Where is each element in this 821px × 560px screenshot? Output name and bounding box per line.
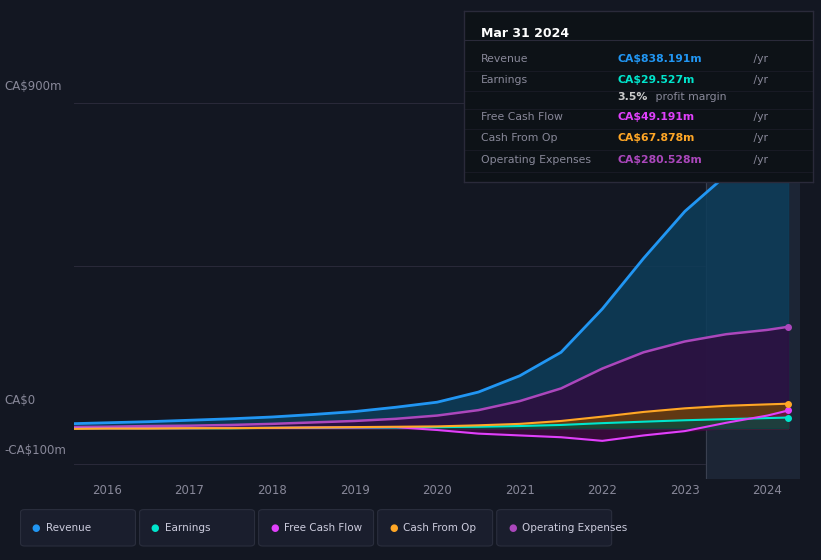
Text: CA$49.191m: CA$49.191m <box>617 112 695 122</box>
Text: CA$280.528m: CA$280.528m <box>617 155 702 165</box>
Text: Earnings: Earnings <box>165 523 210 533</box>
Text: Free Cash Flow: Free Cash Flow <box>284 523 362 533</box>
Text: Earnings: Earnings <box>481 74 529 85</box>
Text: /yr: /yr <box>750 74 768 85</box>
Text: Operating Expenses: Operating Expenses <box>481 155 591 165</box>
Text: Mar 31 2024: Mar 31 2024 <box>481 26 570 40</box>
Text: /yr: /yr <box>750 54 768 64</box>
Text: Operating Expenses: Operating Expenses <box>522 523 627 533</box>
Text: CA$838.191m: CA$838.191m <box>617 54 702 64</box>
Text: ●: ● <box>389 523 397 533</box>
Text: CA$29.527m: CA$29.527m <box>617 74 695 85</box>
Text: 3.5%: 3.5% <box>617 92 648 101</box>
Text: profit margin: profit margin <box>653 92 727 101</box>
Text: CA$0: CA$0 <box>4 394 35 407</box>
Text: ●: ● <box>32 523 40 533</box>
Text: -CA$100m: -CA$100m <box>4 444 66 458</box>
Text: Revenue: Revenue <box>481 54 529 64</box>
Text: ●: ● <box>508 523 516 533</box>
Text: CA$900m: CA$900m <box>4 80 62 94</box>
Text: /yr: /yr <box>750 155 768 165</box>
Text: Revenue: Revenue <box>46 523 91 533</box>
Text: /yr: /yr <box>750 112 768 122</box>
Text: /yr: /yr <box>750 133 768 143</box>
Text: CA$67.878m: CA$67.878m <box>617 133 695 143</box>
Text: ●: ● <box>151 523 159 533</box>
Text: Cash From Op: Cash From Op <box>481 133 557 143</box>
Text: ●: ● <box>270 523 278 533</box>
Bar <box>705 81 800 479</box>
Text: Cash From Op: Cash From Op <box>403 523 476 533</box>
Text: Free Cash Flow: Free Cash Flow <box>481 112 563 122</box>
